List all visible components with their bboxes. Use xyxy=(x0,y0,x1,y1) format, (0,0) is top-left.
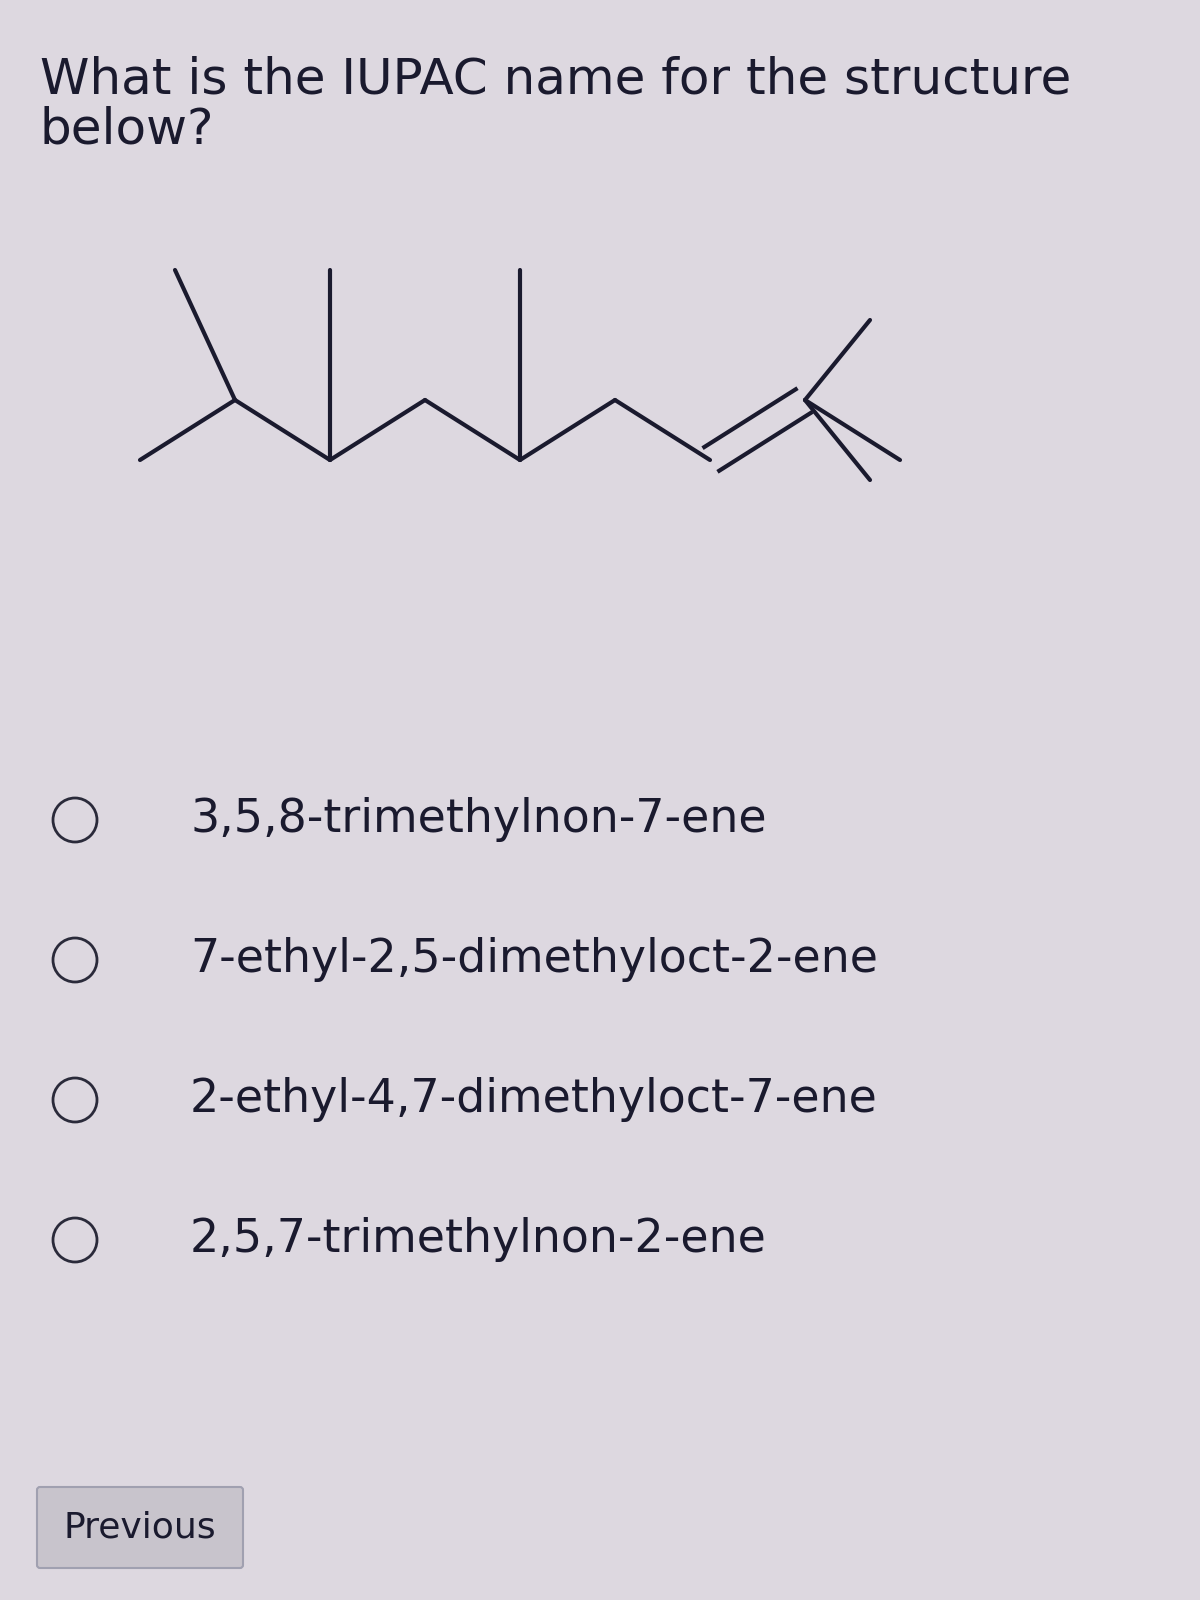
FancyBboxPatch shape xyxy=(37,1486,242,1568)
Text: 2,5,7-trimethylnon-2-ene: 2,5,7-trimethylnon-2-ene xyxy=(190,1218,767,1262)
Text: 2-ethyl-4,7-dimethyloct-7-ene: 2-ethyl-4,7-dimethyloct-7-ene xyxy=(190,1077,878,1123)
Text: Previous: Previous xyxy=(64,1510,216,1544)
Text: below?: below? xyxy=(40,106,215,154)
Text: 3,5,8-trimethylnon-7-ene: 3,5,8-trimethylnon-7-ene xyxy=(190,797,767,843)
Text: What is the IUPAC name for the structure: What is the IUPAC name for the structure xyxy=(40,54,1072,102)
Text: 7-ethyl-2,5-dimethyloct-2-ene: 7-ethyl-2,5-dimethyloct-2-ene xyxy=(190,938,878,982)
